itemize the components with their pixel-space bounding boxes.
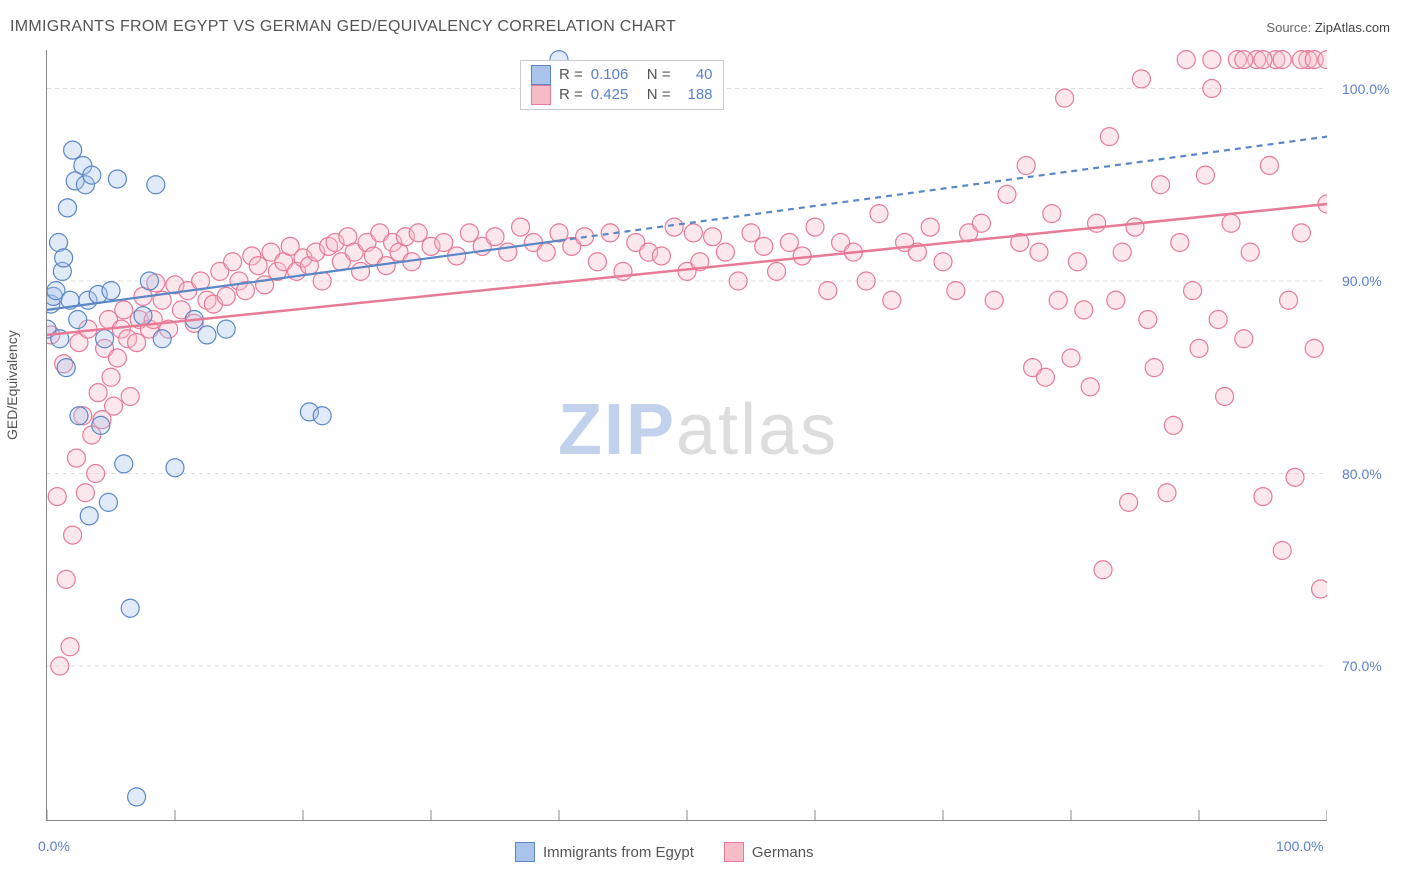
legend-r-value: 0.425 [591,85,639,105]
source-value: ZipAtlas.com [1315,20,1390,35]
legend-r-label: R = [559,65,583,85]
y-tick-label: 100.0% [1342,81,1389,97]
x-tick-label: 0.0% [38,838,70,854]
legend-n-label: N = [647,65,671,85]
legend-item-germans: Germans [724,842,814,862]
legend-label: Germans [752,844,814,861]
y-axis-label: GED/Equivalency [4,330,20,440]
legend-r-label: R = [559,85,583,105]
source-attribution: Source: ZipAtlas.com [1266,20,1390,35]
legend-row-germans: R = 0.425 N = 188 [531,85,713,105]
x-tick-label: 100.0% [1276,838,1323,854]
legend-swatch [724,842,744,862]
series-legend: Immigrants from Egypt Germans [515,842,814,862]
chart-container: IMMIGRANTS FROM EGYPT VS GERMAN GED/EQUI… [0,0,1406,892]
legend-row-egypt: R = 0.106 N = 40 [531,65,713,85]
scatter-plot [46,50,1327,821]
correlation-legend: R = 0.106 N = 40 R = 0.425 N = 188 [520,60,724,110]
legend-swatch [531,65,551,85]
legend-item-egypt: Immigrants from Egypt [515,842,694,862]
legend-n-label: N = [647,85,671,105]
legend-n-value: 188 [679,85,713,105]
chart-title: IMMIGRANTS FROM EGYPT VS GERMAN GED/EQUI… [10,18,676,36]
legend-swatch [531,85,551,105]
y-tick-label: 80.0% [1342,466,1382,482]
legend-r-value: 0.106 [591,65,639,85]
legend-label: Immigrants from Egypt [543,844,694,861]
y-tick-label: 90.0% [1342,273,1382,289]
y-tick-label: 70.0% [1342,658,1382,674]
legend-swatch [515,842,535,862]
source-label: Source: [1266,20,1311,35]
legend-n-value: 40 [679,65,713,85]
